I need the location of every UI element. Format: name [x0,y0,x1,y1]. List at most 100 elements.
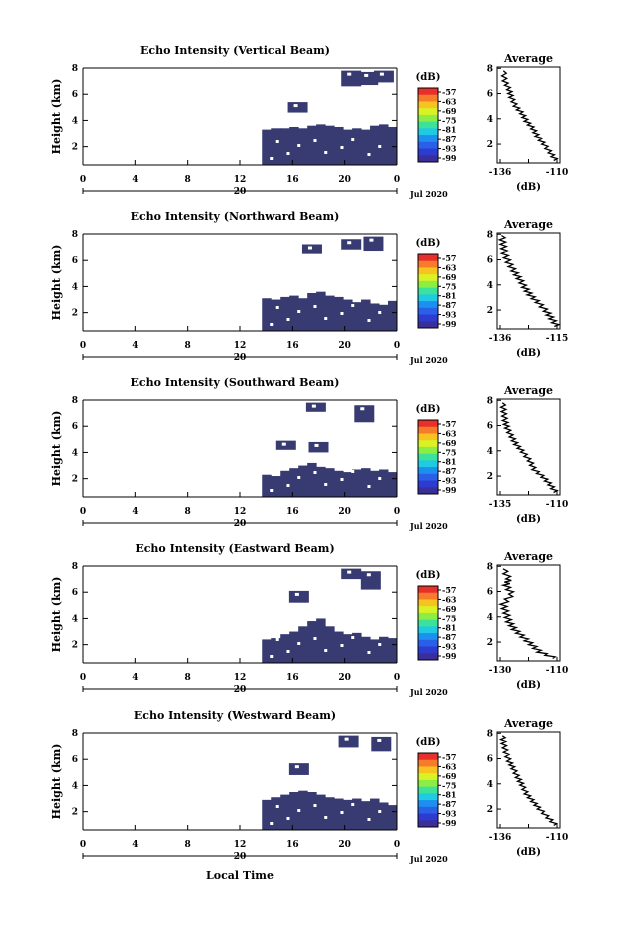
x-tick-label: 16 [286,673,299,683]
echo-gap [366,573,371,577]
average-y-tick-label: 8 [487,230,493,240]
average-y-tick-label: 2 [487,306,493,316]
echo-speckle [324,483,328,486]
y-tick-label: 6 [72,90,78,100]
echo-gap [369,238,374,242]
colorbar-swatch [418,101,438,109]
y-tick-label: 2 [72,808,78,818]
panel-title: Echo Intensity (Southward Beam) [131,376,340,389]
echo-gap [314,443,319,447]
x-tick-label: 16 [286,507,299,517]
colorbar-swatch [418,460,438,468]
echo-speckle [270,489,274,492]
x-tick-label: 0 [80,175,86,185]
echo-gap [377,738,382,742]
average-y-tick-label: 4 [487,447,493,457]
colorbar: (dB)-57-63-69-75-81-87-93-99 [416,737,457,828]
colorbar-tick-label: -99 [442,319,457,329]
echo-speckle [313,305,317,308]
panel-title: Echo Intensity (Vertical Beam) [140,44,330,57]
colorbar-swatch [418,114,438,123]
echo-column [298,465,308,497]
echo-column [271,476,281,497]
x-tick-label: 0 [394,341,400,351]
y-tick-label: 2 [72,475,78,485]
colorbar-tick-label: -69 [442,604,457,614]
colorbar-swatch [418,779,438,788]
x-tick-label: 4 [132,840,138,850]
colorbar-swatch [418,813,438,821]
echo-column [289,295,299,331]
colorbar-swatch [418,786,438,794]
echo-column [352,632,362,663]
colorbar-swatch [418,108,438,116]
colorbar-swatch [418,94,438,102]
echo-speckle [313,471,317,474]
colorbar-swatch [418,793,438,801]
echo-speckle [286,650,290,653]
echo-speckle [351,304,355,307]
echo-speckle [378,643,382,646]
date-month-year-label: Jul 2020 [409,521,448,531]
echo-column [334,296,344,331]
colorbar-tick-label: -75 [442,447,456,457]
echo-speckle [351,803,355,806]
echo-speckle [286,484,290,487]
date-month-year-label: Jul 2020 [409,687,448,697]
echo-column [307,292,317,331]
colorbar-tick-label: -81 [442,291,456,301]
colorbar-swatch [418,592,438,600]
x-tick-label: 8 [185,840,191,850]
colorbar-swatch [418,88,438,96]
echo-patch [371,736,392,752]
colorbar-tick-label: -87 [442,134,456,144]
echo-speckle [367,818,371,821]
echo-speckle [313,637,317,640]
echo-column [370,125,380,165]
echo-speckle [378,477,382,480]
x-tick-label: 12 [234,341,247,351]
colorbar-swatch [418,633,438,641]
colorbar-swatch [418,280,438,289]
echo-column [316,124,326,165]
echo-speckle [275,805,279,808]
echo-gap [360,407,365,411]
echo-region [262,568,398,663]
x-tick-label: 16 [286,840,299,850]
echo-patch [338,735,359,748]
colorbar-swatch [418,426,438,434]
echo-speckle [297,144,301,147]
x-tick-label: 8 [185,673,191,683]
echo-column [289,468,299,497]
colorbar-tick-label: -99 [442,485,457,495]
echo-column [262,129,272,165]
colorbar-swatch [418,254,438,262]
colorbar-tick-label: -63 [442,262,457,272]
echo-patch [341,568,362,580]
colorbar-tick-label: -87 [442,799,456,809]
echo-speckle [286,817,290,820]
echo-patch [360,571,381,590]
echo-column [343,634,353,663]
colorbar-tick-label: -69 [442,438,457,448]
echo-column [370,470,380,497]
x-tick-label: 0 [394,175,400,185]
echo-gap [347,241,352,245]
echo-patch [341,70,362,87]
echo-speckle [324,649,328,652]
colorbar-tick-label: -69 [442,272,457,282]
echo-gap [294,765,299,769]
x-tick-label: 4 [132,507,138,517]
average-profile: Average 2 4 6 8 -136 -115 (dB) [487,218,569,359]
echo-column [334,798,344,830]
x-tick-label: 8 [185,175,191,185]
average-y-tick-label: 4 [487,281,493,291]
colorbar-swatch [418,626,438,634]
colorbar-tick-label: -57 [442,253,456,263]
echo-speckle [378,311,382,314]
y-tick-label: 2 [72,143,78,153]
average-x-tick-label: -110 [546,168,569,178]
x-tick-label: 16 [286,175,299,185]
echo-column [352,128,362,165]
